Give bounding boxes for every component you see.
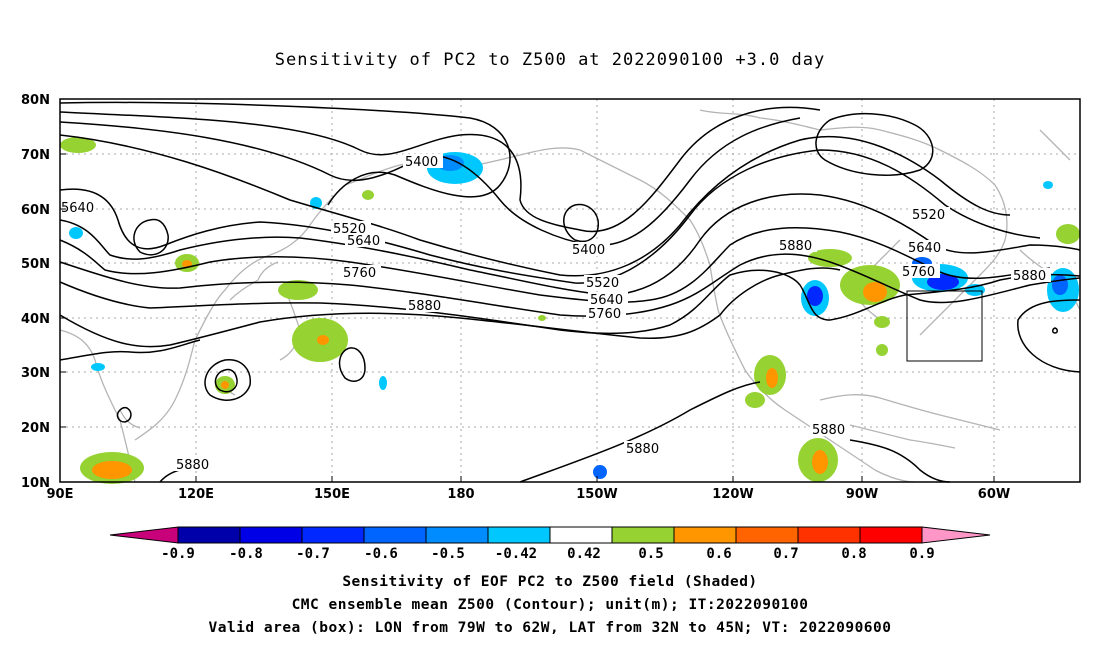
lon-tick-label: 60W xyxy=(978,487,1010,502)
lon-axis: 90E 120E 150E 180 150W 120W 90W 60W xyxy=(47,487,1011,502)
lat-tick-label: 20N xyxy=(21,421,50,436)
colorbar-cell xyxy=(239,526,303,544)
colorbar-right-arrow xyxy=(921,526,991,544)
contour-label: 5520 xyxy=(912,208,945,223)
map-border xyxy=(59,98,1081,483)
colorbar-label: 0.42 xyxy=(567,546,601,562)
contour-labels: 5400 5400 5520 5520 5520 5640 5640 5640 … xyxy=(60,154,1051,473)
colorbar-label: -0.5 xyxy=(431,546,465,562)
caption-contour: CMC ensemble mean Z500 (Contour); unit(m… xyxy=(291,597,809,613)
colorbar-cell xyxy=(177,526,241,544)
colorbar-cell xyxy=(735,526,799,544)
lon-tick-label: 90W xyxy=(846,487,878,502)
contour-label: 5400 xyxy=(572,243,605,258)
contour-label: 5640 xyxy=(590,293,623,308)
colorbar-cell xyxy=(425,526,489,544)
contour-label: 5400 xyxy=(405,155,438,170)
colorbar: -0.9 -0.8 -0.7 -0.6 -0.5 -0.42 0.42 0.5 … xyxy=(109,526,991,562)
caption-valid-area: Valid area (box): LON from 79W to 62W, L… xyxy=(208,620,892,636)
contour-label: 5880 xyxy=(408,299,441,314)
lat-tick-label: 60N xyxy=(21,203,50,218)
lat-tick-label: 30N xyxy=(21,366,50,381)
colorbar-label: 0.7 xyxy=(773,546,798,562)
contour-label: 5760 xyxy=(588,307,621,322)
contour-label: 5640 xyxy=(61,201,94,216)
colorbar-label: -0.42 xyxy=(495,546,537,562)
colorbar-cell xyxy=(301,526,365,544)
contour-label: 5640 xyxy=(347,234,380,249)
lat-tick-label: 70N xyxy=(21,148,50,163)
contour-label: 5880 xyxy=(626,442,659,457)
colorbar-cell xyxy=(363,526,427,544)
colorbar-label: -0.6 xyxy=(364,546,398,562)
colorbar-label: -0.8 xyxy=(229,546,263,562)
colorbar-label: 0.6 xyxy=(706,546,731,562)
lat-tick-label: 40N xyxy=(21,312,50,327)
contour-label: 5520 xyxy=(586,276,619,291)
colorbar-cell xyxy=(611,526,675,544)
colorbar-cell xyxy=(797,526,861,544)
contour-label: 5880 xyxy=(176,458,209,473)
colorbar-cell xyxy=(673,526,737,544)
lat-tick-label: 50N xyxy=(21,257,50,272)
graticule xyxy=(60,99,1080,482)
valid-area-box xyxy=(906,290,983,362)
contour-label: 5880 xyxy=(812,423,845,438)
contour-label: 5640 xyxy=(908,241,941,256)
contour-label: 5760 xyxy=(902,265,935,280)
colorbar-cell xyxy=(487,526,551,544)
map-title: Sensitivity of PC2 to Z500 at 2022090100… xyxy=(274,50,826,70)
lon-tick-label: 150E xyxy=(314,487,350,502)
lat-tick-label: 80N xyxy=(21,93,50,108)
tick-marks xyxy=(60,98,995,482)
colorbar-label: 0.9 xyxy=(909,546,934,562)
lon-tick-label: 120W xyxy=(712,487,753,502)
colorbar-cell xyxy=(549,526,613,544)
colorbar-label: 0.5 xyxy=(638,546,663,562)
lat-tick-label: 10N xyxy=(21,476,50,491)
lon-tick-label: 90E xyxy=(47,487,74,502)
caption-shaded: Sensitivity of EOF PC2 to Z500 field (Sh… xyxy=(342,574,758,590)
z500-contours xyxy=(59,101,1081,483)
lon-tick-label: 180 xyxy=(447,487,474,502)
colorbar-cell xyxy=(859,526,923,544)
lon-tick-label: 120E xyxy=(178,487,214,502)
colorbar-label: 0.8 xyxy=(841,546,866,562)
coastlines xyxy=(59,109,1081,483)
colorbar-label: -0.9 xyxy=(161,546,195,562)
contour-label: 5760 xyxy=(343,266,376,281)
contour-label: 5880 xyxy=(1013,269,1046,284)
colorbar-cells xyxy=(177,526,923,544)
lon-tick-label: 150W xyxy=(576,487,617,502)
contour-label: 5880 xyxy=(779,239,812,254)
colorbar-left-arrow xyxy=(109,526,179,544)
colorbar-label: -0.7 xyxy=(296,546,330,562)
lat-axis: 80N 70N 60N 50N 40N 30N 20N 10N xyxy=(21,93,50,491)
